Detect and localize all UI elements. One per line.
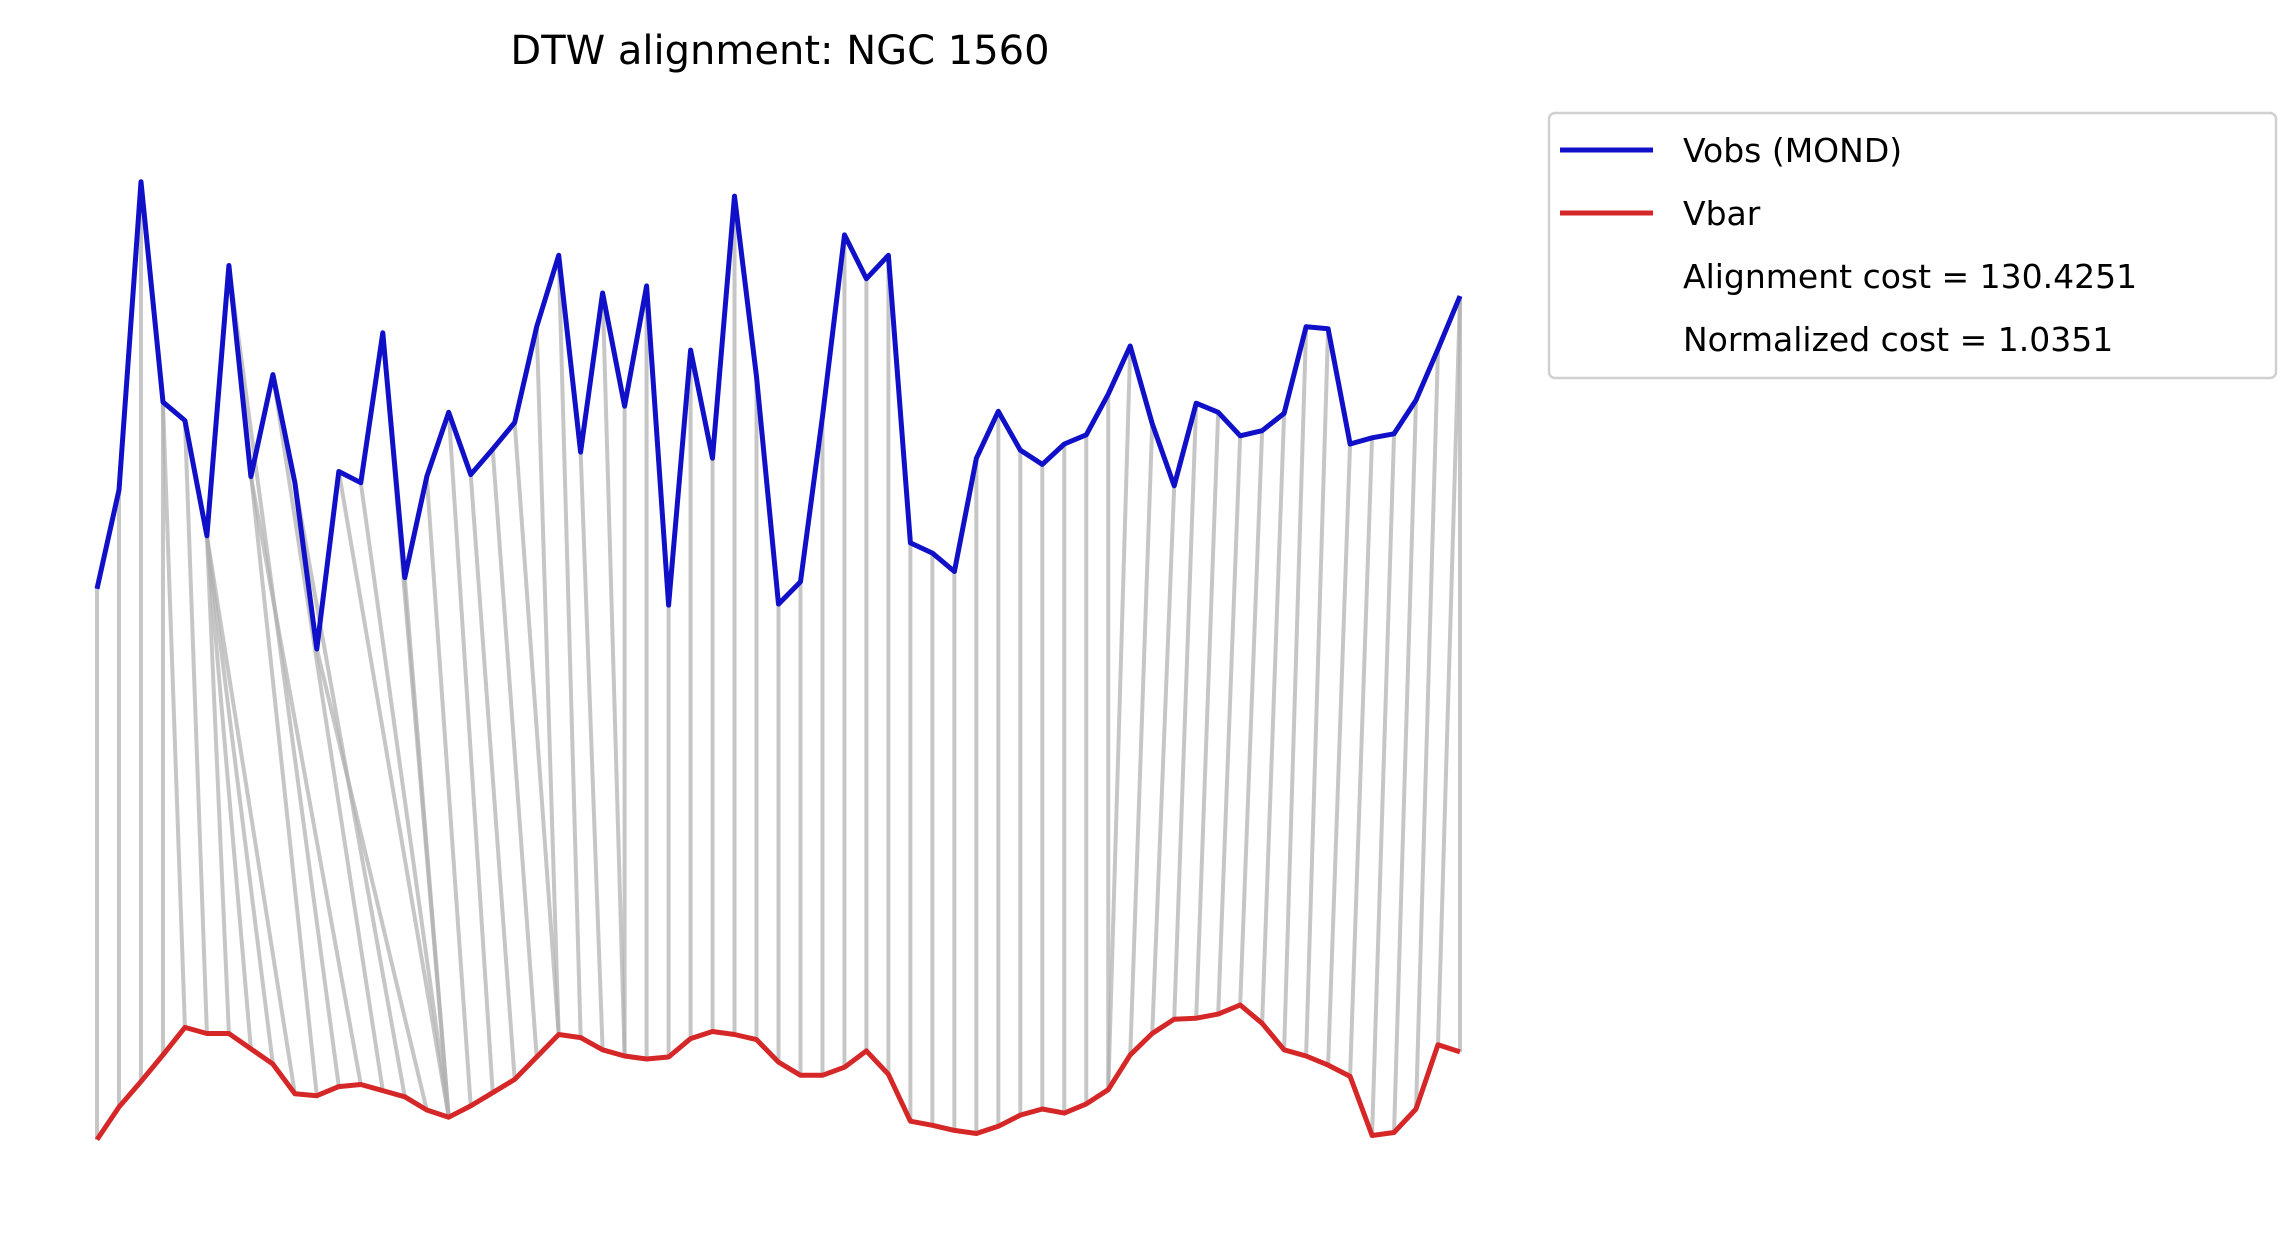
alignment-connector bbox=[1196, 412, 1218, 1018]
alignment-connector bbox=[1438, 296, 1460, 1045]
alignment-connector bbox=[581, 452, 603, 1050]
legend-normalized-cost: Normalized cost = 1.0351 bbox=[1683, 320, 2113, 359]
legend: Vobs (MOND) Vbar Alignment cost = 130.42… bbox=[1549, 113, 2276, 378]
alignment-connector bbox=[273, 375, 383, 1091]
alignment-connector bbox=[1262, 413, 1284, 1023]
alignment-connector bbox=[1108, 346, 1130, 1090]
alignment-connector bbox=[163, 402, 185, 1027]
alignment-connector bbox=[449, 412, 493, 1092]
alignment-connector bbox=[1372, 434, 1394, 1136]
alignment-connector bbox=[1350, 438, 1372, 1077]
alignment-connector bbox=[1306, 329, 1328, 1056]
alignment-connector bbox=[1416, 349, 1438, 1109]
alignment-connector bbox=[493, 449, 537, 1057]
alignment-connector bbox=[1152, 486, 1174, 1034]
legend-label-vobs: Vobs (MOND) bbox=[1683, 131, 1902, 170]
alignment-connector bbox=[1174, 403, 1196, 1019]
alignment-connector bbox=[1284, 327, 1306, 1050]
alignment-connector bbox=[537, 327, 559, 1035]
alignment-connector bbox=[603, 293, 625, 1056]
alignment-connector bbox=[1328, 444, 1350, 1065]
legend-label-vbar: Vbar bbox=[1683, 194, 1761, 233]
alignment-connector bbox=[471, 475, 515, 1080]
chart-title: DTW alignment: NGC 1560 bbox=[510, 28, 1049, 74]
legend-alignment-cost: Alignment cost = 130.4251 bbox=[1683, 257, 2137, 296]
alignment-connectors bbox=[97, 182, 1460, 1140]
alignment-connector bbox=[1130, 424, 1152, 1055]
alignment-connector bbox=[207, 536, 251, 1049]
alignment-connector bbox=[1394, 400, 1416, 1132]
alignment-connector bbox=[1218, 436, 1240, 1014]
alignment-connector bbox=[515, 423, 559, 1035]
alignment-connector bbox=[1240, 431, 1262, 1005]
